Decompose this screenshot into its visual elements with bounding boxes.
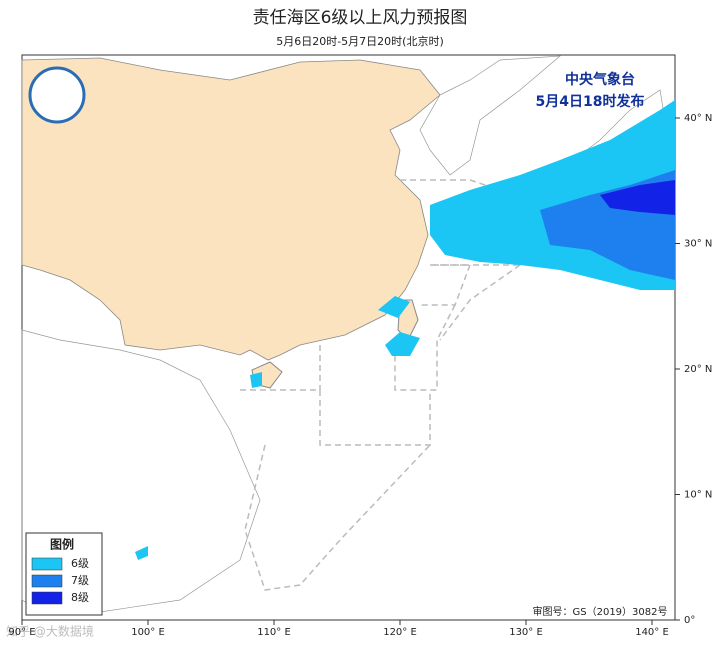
wind-area-6: [250, 372, 262, 388]
lat-label: 10° N: [684, 490, 712, 501]
lon-label: 120° E: [383, 627, 417, 638]
legend: 图例 6级 7级 8级: [25, 532, 103, 616]
wind-area-6: [135, 546, 148, 560]
legend-swatch: [31, 557, 63, 571]
publisher-name: 中央气象台: [565, 71, 635, 88]
lon-label: 100° E: [131, 627, 165, 638]
lat-label: 40° N: [684, 113, 712, 124]
legend-label: 6级: [71, 557, 89, 570]
subtitle: 5月6日20时-5月7日20时(北京时): [276, 34, 444, 48]
lat-label: 0°: [684, 615, 695, 626]
publisher-issued: 5月4日18时发布: [536, 93, 645, 110]
wind-area-6: [378, 296, 410, 318]
lat-label: 20° N: [684, 364, 712, 375]
lat-label: 30° N: [684, 239, 712, 250]
legend-swatch: [31, 574, 63, 588]
legend-swatch: [31, 591, 63, 605]
lon-label: 140° E: [635, 627, 669, 638]
cma-logo: [28, 66, 86, 124]
legend-title: 图例: [50, 537, 74, 552]
legend-label: 7级: [71, 574, 89, 587]
lon-label: 130° E: [509, 627, 543, 638]
wind-area-8: [600, 180, 675, 215]
lon-label: 90° E: [8, 627, 35, 638]
title: 责任海区6级以上风力预报图: [253, 8, 468, 28]
wind-area-6: [385, 332, 420, 356]
korea-region: [419, 55, 562, 176]
lon-label: 110° E: [257, 627, 291, 638]
map-area: 中央气象台 5月4日18时发布 审图号：GS（2019）3082号 图例 6级 7…: [21, 54, 676, 621]
legend-label: 8级: [71, 591, 89, 604]
wind-areas: [135, 100, 675, 560]
watermark: 知乎 @大数据境: [6, 624, 94, 639]
review-number: 审图号：GS（2019）3082号: [533, 605, 668, 618]
